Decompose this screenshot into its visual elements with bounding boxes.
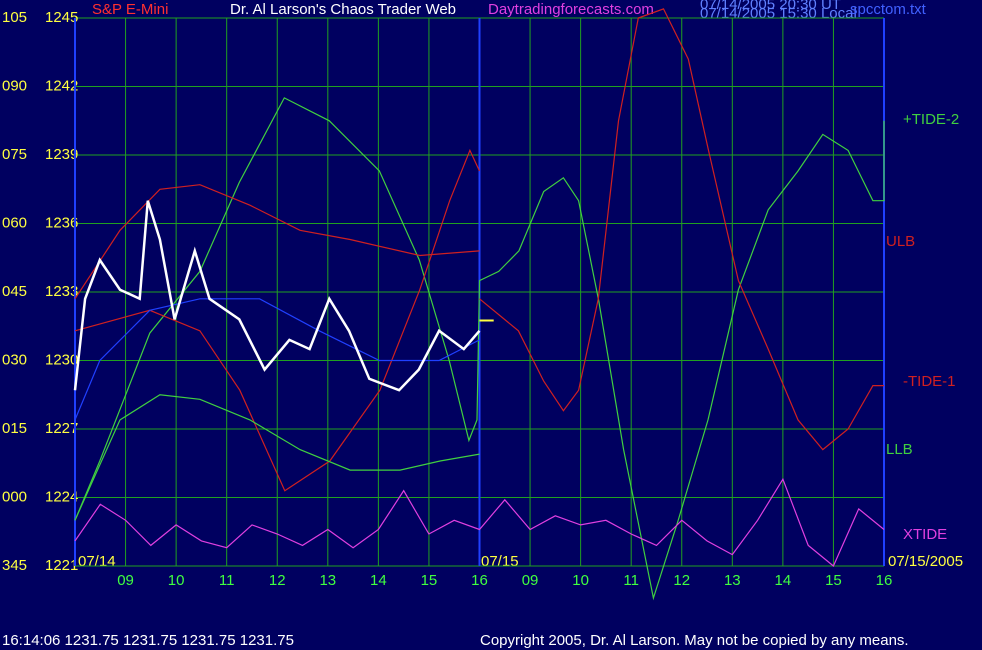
symbol: S&P E-Mini xyxy=(92,1,168,18)
series-line xyxy=(74,97,885,601)
x-tick-label: 14 xyxy=(775,572,792,589)
x-tick-label: 09 xyxy=(522,572,539,589)
series-label: LLB xyxy=(886,441,913,458)
x-tick-label: 13 xyxy=(724,572,741,589)
y2-tick-label: 105 xyxy=(2,9,27,26)
series-line xyxy=(74,8,884,492)
y-tick-label: 1239 xyxy=(45,146,78,163)
series-line xyxy=(74,184,480,300)
x-tick-label: 11 xyxy=(623,572,639,589)
site: Daytradingforecasts.com xyxy=(488,1,654,18)
copyright: Copyright 2005, Dr. Al Larson. May not b… xyxy=(480,632,909,649)
y2-tick-label: 090 xyxy=(2,77,27,94)
series-line xyxy=(73,200,481,392)
date-label: 07/15/2005 xyxy=(888,553,963,570)
date-label: 07/14 xyxy=(78,553,116,570)
y2-tick-label: 000 xyxy=(2,488,27,505)
x-tick-label: 10 xyxy=(572,572,589,589)
x-tick-label: 16 xyxy=(876,572,893,589)
x-tick-label: 10 xyxy=(168,572,185,589)
y2-tick-label: 345 xyxy=(2,557,27,574)
status: 16:14:06 1231.75 1231.75 1231.75 1231.75 xyxy=(2,632,294,649)
file: spcctom.txt xyxy=(850,1,927,18)
x-tick-label: 14 xyxy=(370,572,387,589)
x-tick-label: 16 xyxy=(471,572,488,589)
date-label: 07/15 xyxy=(481,553,519,570)
y-tick-label: 1230 xyxy=(45,351,78,368)
y2-tick-label: 015 xyxy=(2,420,27,437)
y-tick-label: 1245 xyxy=(45,9,78,26)
x-tick-label: 15 xyxy=(421,572,438,589)
series-line xyxy=(74,298,480,421)
series-label: +TIDE-2 xyxy=(903,111,959,128)
y-tick-label: 1227 xyxy=(45,420,78,437)
x-tick-label: 15 xyxy=(825,572,842,589)
chart-title: Dr. Al Larson's Chaos Trader Web xyxy=(230,1,456,18)
y-tick-label: 1236 xyxy=(45,214,78,231)
timestamp-ut: 07/14/2005 20:30 UT xyxy=(700,0,841,13)
x-tick-label: 13 xyxy=(319,572,336,589)
series-label: -TIDE-1 xyxy=(903,373,956,390)
y2-tick-label: 075 xyxy=(2,146,27,163)
y2-tick-label: 045 xyxy=(2,283,27,300)
series-label: XTIDE xyxy=(903,526,947,543)
y-tick-label: 1224 xyxy=(45,488,78,505)
y-tick-label: 1242 xyxy=(45,77,78,94)
x-tick-label: 09 xyxy=(117,572,134,589)
series-label: ULB xyxy=(886,233,915,250)
x-tick-label: 11 xyxy=(219,572,235,589)
x-tick-label: 12 xyxy=(673,572,690,589)
x-tick-label: 12 xyxy=(269,572,286,589)
y2-tick-label: 030 xyxy=(2,351,27,368)
y-tick-label: 1233 xyxy=(45,283,78,300)
y2-tick-label: 060 xyxy=(2,214,27,231)
y-tick-label: 1221 xyxy=(45,557,78,574)
series-line xyxy=(74,394,480,521)
series-line xyxy=(74,477,885,567)
